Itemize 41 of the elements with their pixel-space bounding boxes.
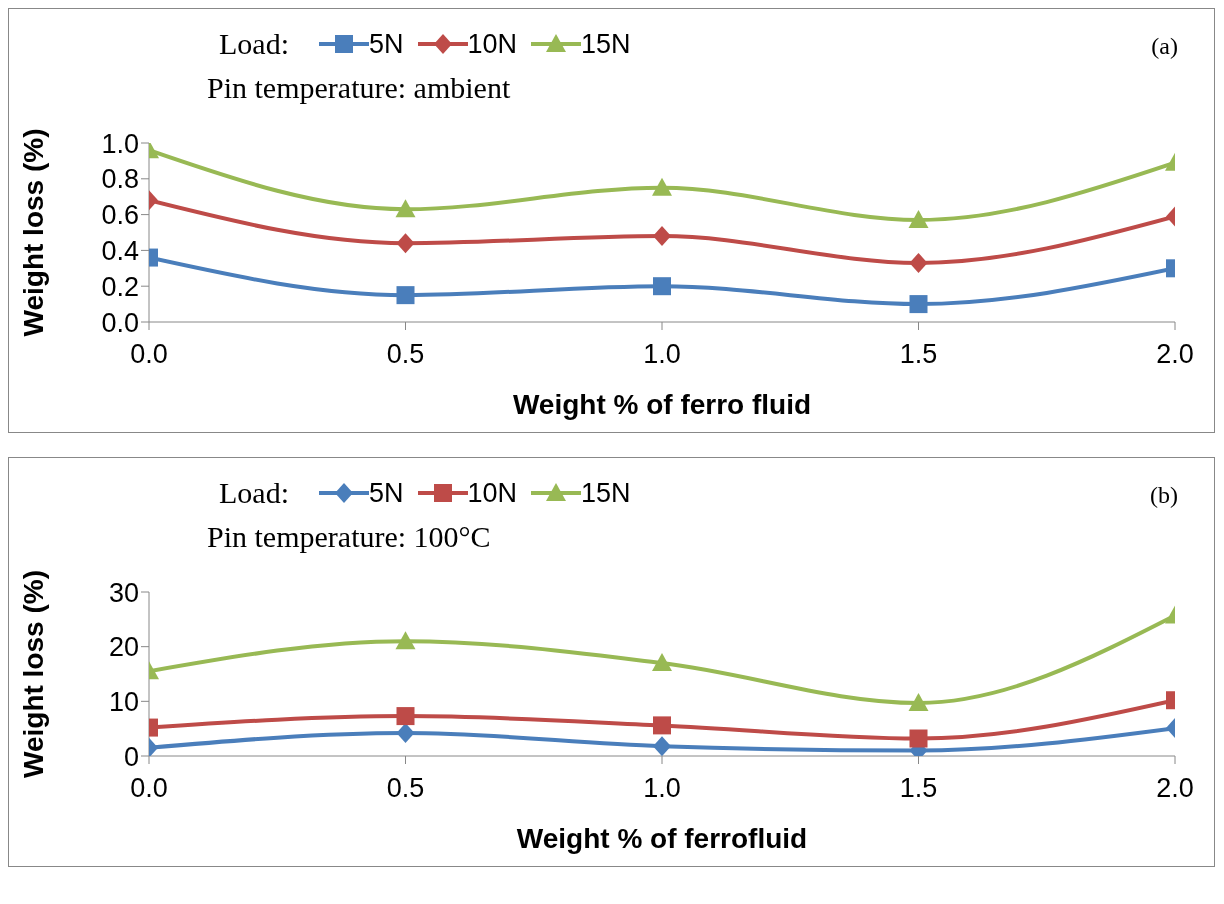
x-tick-label: 1.5: [899, 339, 938, 370]
y-tick-label: 0.2: [101, 271, 139, 302]
legend-title: Load:: [219, 27, 289, 61]
point: [653, 716, 671, 735]
y-tick-label: 0.4: [101, 235, 139, 266]
y-tick-label: 0.8: [101, 164, 139, 195]
y-axis-title: Weight loss (%): [17, 570, 49, 778]
x-axis-title: Weight % of ferro fluid: [512, 389, 812, 420]
text: Pin temperature: 100°C: [207, 520, 491, 554]
x-tick-label: 2.0: [1156, 773, 1194, 804]
y-tick-label: 0: [123, 741, 139, 772]
text: (b): [1150, 482, 1178, 509]
x-tick-label: 0.0: [130, 773, 168, 804]
point: [653, 226, 671, 247]
legend-label: 10N: [467, 477, 518, 509]
y-tick-label: 0.6: [101, 200, 139, 231]
legend-title: Load:: [219, 476, 289, 510]
x-axis-title: Weight % of ferrofluid: [516, 823, 808, 854]
point: [653, 277, 671, 296]
x-tick-label: 2.0: [1156, 339, 1194, 370]
y-tick-label: 30: [108, 577, 139, 608]
y-tick-label: 1.0: [101, 128, 139, 159]
text: Pin temperature: ambient: [207, 71, 511, 105]
legend-label: 10N: [467, 28, 518, 60]
point: [652, 653, 672, 672]
y-tick-label: 0.0: [101, 307, 139, 338]
x-tick-label: 1.0: [643, 339, 681, 370]
legend-label: 15N: [581, 28, 631, 60]
legend-label: 5N: [368, 28, 404, 60]
x-tick-label: 0.5: [386, 773, 425, 804]
x-tick-label: 0.0: [130, 339, 168, 370]
legend-label: 5N: [368, 477, 404, 509]
x-tick-label: 1.0: [643, 773, 681, 804]
legend-label: 15N: [581, 477, 631, 509]
x-tick-label: 0.5: [386, 339, 425, 370]
text: (a): [1151, 33, 1178, 60]
y-axis-title: Weight loss (%): [17, 128, 49, 337]
x-tick-label: 1.5: [899, 773, 938, 804]
y-tick-label: 10: [108, 686, 139, 717]
y-tick-label: 20: [108, 632, 139, 663]
point: [652, 177, 672, 196]
